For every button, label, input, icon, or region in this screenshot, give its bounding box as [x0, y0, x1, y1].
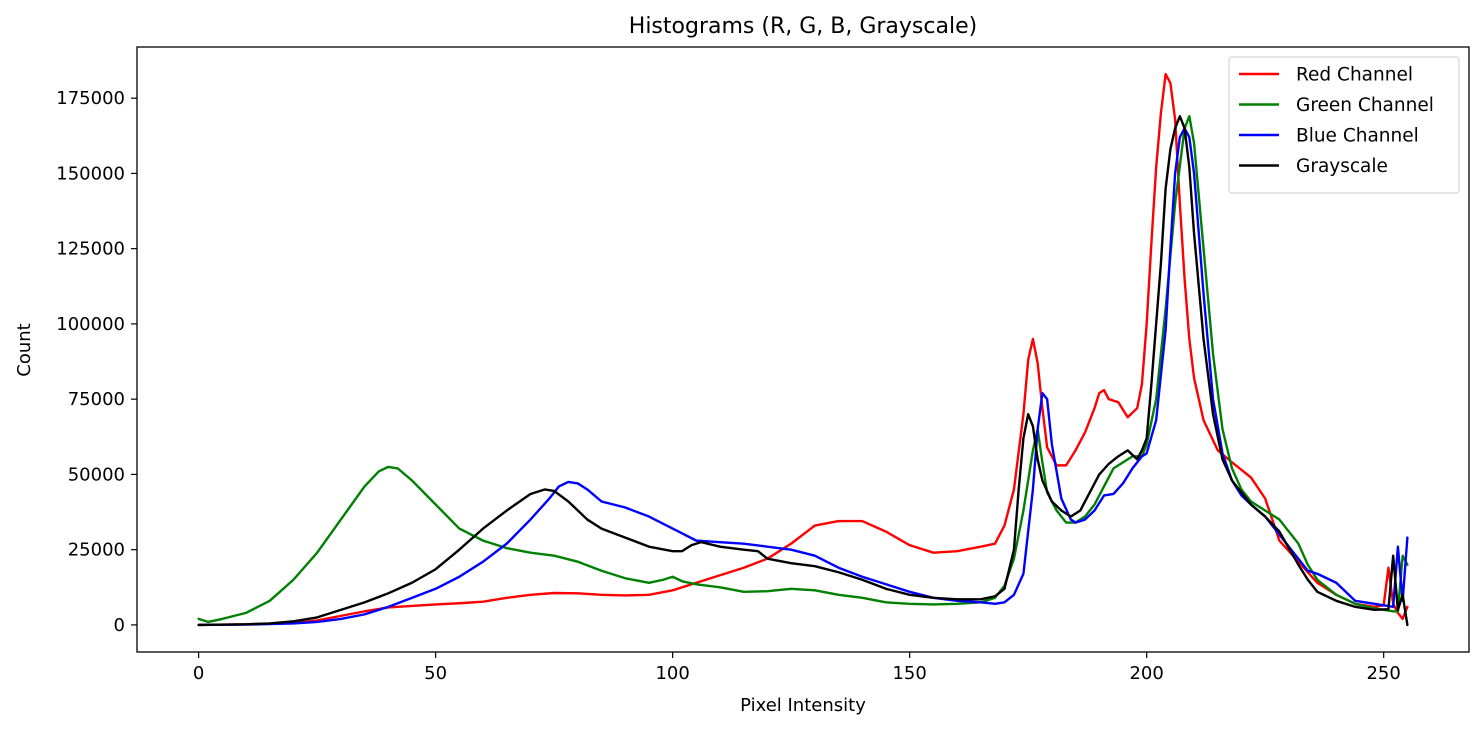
plot-area: 0 50 100 150 200 250 0 25000 50000 75000 100000 125… [56, 46, 1470, 684]
series-line-green-channel [197, 115, 1409, 624]
legend: Red Channel Green Channel Blue Channel Gray… [1228, 56, 1460, 194]
x-tick-label: 200 [1129, 663, 1163, 684]
y-tick-label: 175000 [56, 88, 125, 109]
chart-title: Histograms (R, G, B, Grayscale) [629, 14, 977, 39]
y-tick-label: 25000 [68, 540, 125, 561]
x-axis-label: Pixel Intensity [740, 695, 866, 716]
y-tick-label: 125000 [56, 239, 125, 260]
legend-label-green-channel: Green Channel [1296, 95, 1434, 116]
axes-frame [136, 46, 1470, 653]
legend-label-red-channel: Red Channel [1296, 65, 1413, 86]
y-axis-label: Count [14, 323, 35, 376]
series-line-red-channel [197, 72, 1409, 627]
series-lines [197, 72, 1409, 627]
x-tick-label: 50 [424, 663, 447, 684]
y-tick-label: 150000 [56, 163, 125, 184]
x-tick-label: 0 [193, 663, 204, 684]
x-tick-label: 100 [655, 663, 689, 684]
legend-box [1228, 56, 1460, 194]
y-tick-label: 100000 [56, 314, 125, 335]
x-tick-label: 250 [1366, 663, 1400, 684]
y-tick-label: 0 [114, 615, 125, 636]
legend-label-blue-channel: Blue Channel [1296, 126, 1419, 147]
y-tick-label: 75000 [68, 389, 125, 410]
series-line-grayscale [197, 115, 1409, 627]
y-tick-label: 50000 [68, 464, 125, 485]
legend-label-grayscale: Grayscale [1296, 156, 1388, 177]
x-tick-label: 150 [892, 663, 926, 684]
